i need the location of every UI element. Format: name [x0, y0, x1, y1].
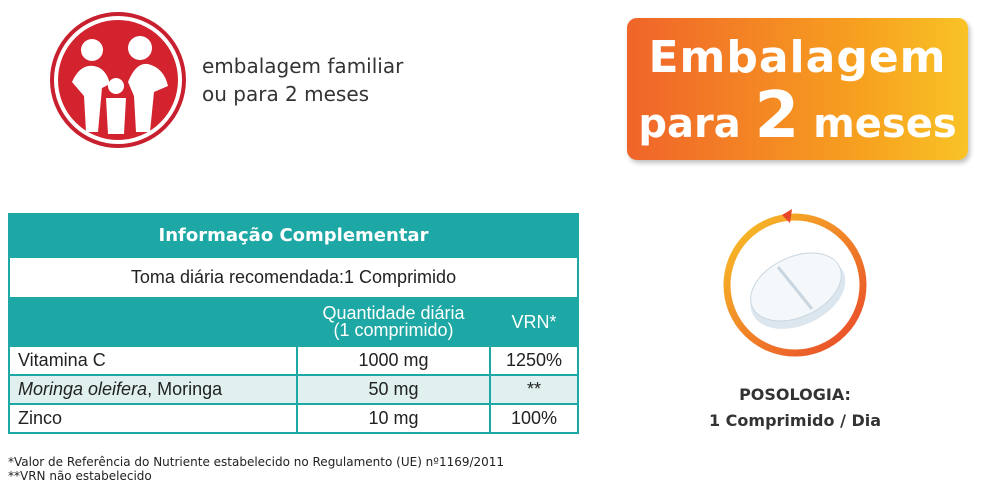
header-line: (1 comprimido) — [333, 320, 454, 340]
cell: 10 mg — [296, 403, 491, 434]
footnotes: *Valor de Referência do Nutriente estabe… — [8, 455, 504, 483]
cell: Zinco — [8, 403, 298, 434]
dosage-value: 1 Comprimido / Dia — [708, 411, 882, 430]
promo-line: para 2 meses — [627, 79, 968, 153]
footnote: *Valor de Referência do Nutriente estabe… — [8, 455, 505, 469]
cell: 1000 mg — [296, 345, 491, 376]
cell: ** — [489, 374, 579, 405]
cell-text: , Moringa — [147, 379, 223, 399]
family-text: embalagem familiar ou para 2 meses — [202, 52, 403, 108]
cell: 100% — [489, 403, 579, 434]
table-subtitle: Toma diária recomendada:1 Comprimido — [8, 256, 579, 299]
footnote: **VRN não estabelecido — [8, 469, 152, 483]
family-line: ou para 2 meses — [202, 82, 370, 106]
dosage: POSOLOGIA: 1 Comprimido / Dia — [690, 382, 900, 434]
promo-badge: Embalagem para 2 meses — [627, 18, 968, 160]
nutrition-table: Informação Complementar Toma diária reco… — [8, 213, 579, 434]
cell: 50 mg — [296, 374, 491, 405]
header-line: Quantidade diária — [322, 303, 465, 323]
promo-word: para — [638, 101, 741, 147]
promo-word: meses — [813, 101, 957, 147]
pill-icon — [723, 209, 867, 357]
cell: Vitamina C — [8, 345, 298, 376]
cell-italic: Moringa oleifera — [18, 379, 148, 399]
header-cell: VRN* — [489, 297, 579, 347]
promo-line: Embalagem — [648, 32, 947, 83]
promo-number: 2 — [754, 79, 800, 153]
family-icon — [50, 12, 186, 148]
family-line: embalagem familiar — [202, 54, 404, 78]
header-cell: Quantidade diária (1 comprimido) — [296, 297, 491, 347]
dosage-label: POSOLOGIA: — [739, 385, 851, 404]
cell: Moringa oleifera, Moringa — [8, 374, 298, 405]
table-title: Informação Complementar — [8, 213, 579, 258]
cell: 1250% — [489, 345, 579, 376]
